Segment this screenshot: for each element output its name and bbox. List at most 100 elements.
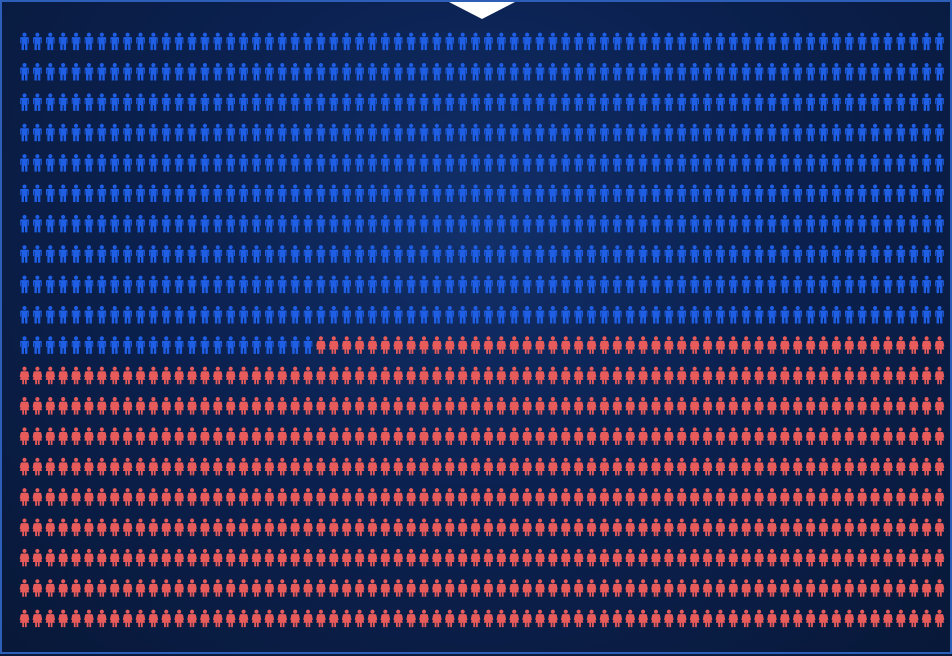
male-person-icon — [716, 32, 725, 51]
male-person-icon — [509, 275, 519, 294]
male-person-icon — [97, 93, 107, 111]
male-person-icon — [638, 184, 648, 203]
female-person-icon — [612, 336, 623, 354]
male-person-icon — [342, 32, 351, 51]
male-person-icon — [484, 32, 493, 51]
male-person-icon — [265, 336, 274, 354]
female-person-icon — [71, 366, 81, 385]
male-person-icon — [497, 245, 506, 263]
female-person-icon — [573, 427, 584, 445]
female-person-icon — [84, 397, 94, 415]
female-person-icon — [676, 366, 687, 385]
female-person-icon — [225, 548, 236, 567]
male-person-icon — [406, 214, 416, 233]
male-person-icon — [33, 154, 42, 172]
male-person-icon — [84, 275, 94, 294]
male-person-icon — [393, 123, 403, 142]
male-person-icon — [625, 214, 635, 233]
male-person-icon — [690, 32, 699, 51]
male-person-icon — [20, 305, 29, 324]
male-person-icon — [355, 275, 364, 294]
female-person-icon — [122, 548, 133, 567]
female-person-icon — [251, 518, 262, 537]
female-person-icon — [599, 366, 610, 385]
female-person-icon — [548, 609, 558, 628]
male-person-icon — [200, 245, 210, 263]
female-person-icon — [419, 548, 429, 567]
male-person-icon — [71, 184, 81, 203]
male-person-icon — [123, 275, 132, 294]
male-person-icon — [136, 305, 145, 324]
male-person-icon — [690, 184, 699, 203]
male-person-icon — [857, 62, 867, 81]
male-person-icon — [252, 123, 261, 142]
male-person-icon — [393, 62, 403, 81]
female-person-icon — [328, 397, 339, 415]
male-person-icon — [381, 93, 390, 111]
female-person-icon — [316, 609, 326, 628]
male-person-icon — [252, 32, 261, 51]
male-person-icon — [45, 275, 55, 294]
female-person-icon — [341, 397, 352, 415]
female-person-icon — [32, 609, 43, 628]
female-person-icon — [535, 427, 545, 445]
female-person-icon — [638, 518, 648, 537]
male-person-icon — [471, 32, 480, 51]
male-person-icon — [638, 214, 648, 233]
male-person-icon — [458, 275, 467, 294]
female-person-icon — [109, 427, 120, 445]
male-person-icon — [471, 123, 480, 142]
female-person-icon — [251, 366, 262, 385]
male-person-icon — [625, 154, 635, 172]
female-person-icon — [548, 579, 558, 597]
male-person-icon — [58, 336, 68, 354]
female-person-icon — [625, 366, 636, 385]
female-person-icon — [741, 397, 752, 415]
male-person-icon — [406, 305, 416, 324]
male-person-icon — [819, 62, 828, 81]
female-person-icon — [354, 579, 365, 597]
female-person-icon — [135, 579, 146, 597]
male-person-icon — [445, 154, 455, 172]
male-person-icon — [381, 305, 390, 324]
male-person-icon — [935, 62, 944, 81]
female-person-icon — [741, 427, 752, 445]
female-person-icon — [200, 579, 210, 597]
male-person-icon — [832, 275, 841, 294]
female-person-icon — [380, 427, 391, 445]
female-person-icon — [638, 336, 648, 354]
male-person-icon — [935, 275, 944, 294]
female-person-icon — [238, 488, 249, 506]
male-person-icon — [625, 245, 635, 263]
female-person-icon — [741, 488, 752, 506]
female-person-icon — [251, 457, 262, 476]
female-person-icon — [560, 366, 571, 385]
female-person-icon — [625, 548, 636, 567]
female-person-icon — [328, 579, 339, 597]
male-person-icon — [265, 154, 274, 172]
female-person-icon — [238, 397, 249, 415]
male-person-icon — [638, 123, 648, 142]
male-person-icon — [342, 275, 351, 294]
male-person-icon — [767, 184, 777, 203]
male-person-icon — [664, 245, 674, 263]
female-person-icon — [32, 548, 43, 567]
male-person-icon — [97, 123, 107, 142]
male-person-icon — [174, 62, 184, 81]
male-person-icon — [406, 154, 416, 172]
female-person-icon — [509, 397, 520, 415]
female-person-icon — [908, 457, 919, 476]
female-person-icon — [934, 518, 945, 537]
male-person-icon — [896, 62, 906, 81]
female-person-icon — [754, 427, 764, 445]
male-person-icon — [368, 245, 377, 263]
male-person-icon — [535, 154, 545, 172]
male-person-icon — [574, 32, 583, 51]
male-person-icon — [535, 305, 545, 324]
male-person-icon — [741, 275, 751, 294]
female-person-icon — [651, 518, 661, 537]
female-person-icon — [212, 427, 223, 445]
female-person-icon — [883, 427, 893, 445]
male-person-icon — [780, 214, 790, 233]
male-person-icon — [509, 245, 519, 263]
